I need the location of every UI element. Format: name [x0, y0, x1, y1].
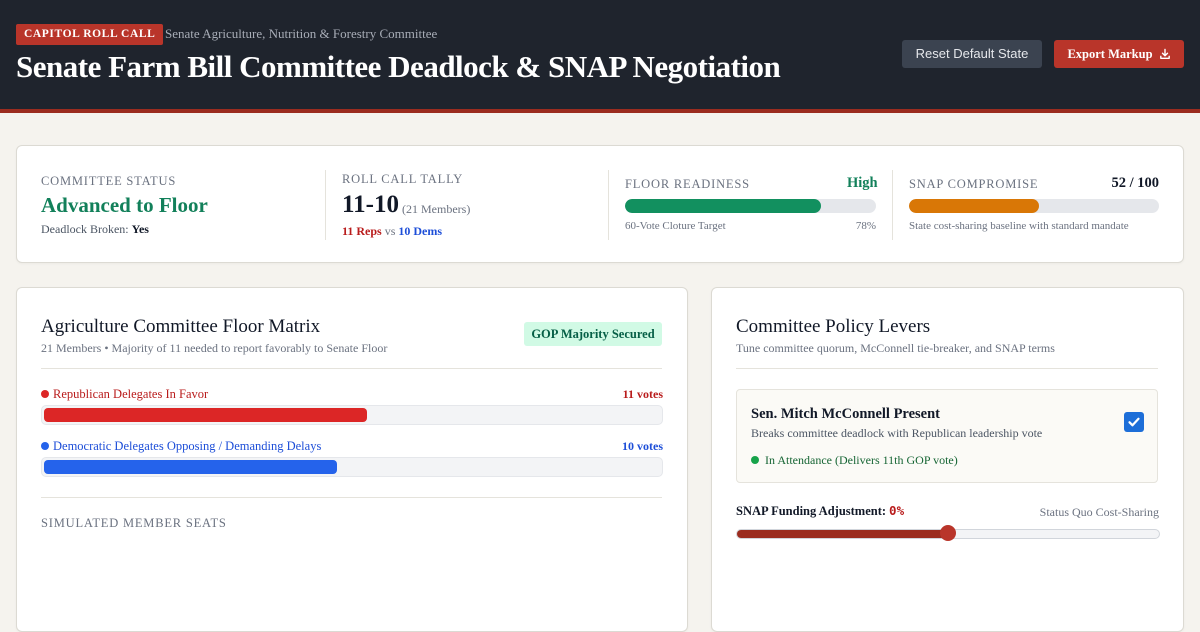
democratic-vote-bar	[41, 457, 663, 477]
status-summary-card: COMMITTEE STATUS Advanced to Floor Deadl…	[16, 145, 1184, 263]
snap-adjustment-value: 0%	[889, 503, 905, 518]
brand-badge: CAPITOL ROLL CALL	[16, 24, 164, 45]
mcconnell-present-checkbox[interactable]	[1124, 412, 1144, 432]
floor-matrix-subtitle: 21 Members • Majority of 11 needed to re…	[41, 341, 388, 355]
floor-readiness-label: FLOOR READINESS	[625, 177, 750, 191]
committee-status-value: Advanced to Floor	[41, 193, 208, 217]
snap-compromise-label: SNAP COMPROMISE	[909, 177, 1039, 191]
attendance-status: In Attendance (Delivers 11th GOP vote)	[751, 452, 958, 468]
vs-text: vs	[384, 224, 396, 238]
cloture-target-caption: 60-Vote Cloture Target	[625, 220, 726, 232]
attendance-text: In Attendance (Delivers 11th GOP vote)	[765, 453, 958, 467]
deadlock-status: Deadlock Broken: Yes	[41, 221, 149, 237]
democratic-label-text: Democratic Delegates Opposing / Demandin…	[53, 439, 322, 453]
floor-readiness-percent: 78%	[855, 220, 876, 232]
republican-label-text: Republican Delegates In Favor	[53, 387, 209, 401]
democratic-vote-fill	[44, 460, 337, 474]
dems-count: 10 Dems	[398, 224, 443, 238]
democratic-votes-label: Democratic Delegates Opposing / Demandin…	[41, 438, 321, 454]
export-markup-button[interactable]: Export Markup	[1054, 40, 1184, 68]
divider	[41, 368, 662, 369]
deadlock-value: Yes	[131, 222, 149, 236]
snap-funding-slider[interactable]	[736, 525, 1160, 541]
republican-votes-label: Republican Delegates In Favor	[41, 386, 208, 402]
divider	[736, 368, 1158, 369]
roll-call-tally-value: 11-10	[342, 191, 399, 218]
reps-count: 11 Reps	[342, 224, 382, 238]
download-icon	[1159, 48, 1170, 59]
floor-readiness-fill	[625, 199, 821, 213]
policy-levers-title: Committee Policy Levers	[736, 316, 931, 337]
policy-levers-subtitle: Tune committee quorum, McConnell tie-bre…	[736, 341, 1055, 355]
checkmark-icon	[1128, 417, 1140, 427]
mcconnell-present-label: Sen. Mitch McConnell Present	[751, 406, 941, 422]
republican-dot-icon	[41, 390, 49, 398]
simulated-member-seats-heading: SIMULATED MEMBER SEATS	[41, 516, 227, 530]
mcconnell-description: Breaks committee deadlock with Republica…	[751, 426, 1043, 440]
republican-vote-fill	[44, 408, 367, 422]
snap-compromise-score: 52 / 100	[1111, 175, 1159, 191]
floor-readiness-value: High	[847, 175, 878, 191]
snap-compromise-bar	[909, 199, 1159, 213]
democratic-dot-icon	[41, 442, 49, 450]
floor-readiness-bar	[625, 199, 876, 213]
democratic-vote-count: 10 votes	[622, 439, 663, 453]
gop-majority-badge: GOP Majority Secured	[524, 322, 662, 346]
snap-adjustment-status: Status Quo Cost-Sharing	[1039, 505, 1159, 519]
app-header: CAPITOL ROLL CALL Senate Agriculture, Nu…	[0, 0, 1200, 113]
slider-thumb[interactable]	[940, 525, 956, 541]
divider	[608, 170, 609, 240]
party-split: 11 Reps vs 10 Dems	[342, 223, 442, 239]
slider-fill	[737, 530, 948, 538]
floor-matrix-title: Agriculture Committee Floor Matrix	[41, 316, 321, 337]
divider	[892, 170, 893, 240]
divider	[41, 497, 662, 498]
roll-call-tally-label: ROLL CALL TALLY	[342, 172, 464, 186]
republican-vote-bar	[41, 405, 663, 425]
committee-name: Senate Agriculture, Nutrition & Forestry…	[165, 26, 438, 41]
snap-funding-adjustment-label: SNAP Funding Adjustment: 0%	[736, 503, 904, 519]
committee-status-label: COMMITTEE STATUS	[41, 174, 177, 188]
republican-vote-count: 11 votes	[622, 387, 663, 401]
snap-adjustment-label-text: SNAP Funding Adjustment:	[736, 504, 887, 518]
export-button-label: Export Markup	[1067, 47, 1153, 61]
page-title: Senate Farm Bill Committee Deadlock & SN…	[16, 49, 781, 84]
tally-members: (21 Members)	[402, 202, 471, 216]
floor-matrix-panel: Agriculture Committee Floor Matrix 21 Me…	[16, 287, 688, 632]
mcconnell-lever-card: Sen. Mitch McConnell Present Breaks comm…	[736, 389, 1158, 483]
policy-levers-panel: Committee Policy Levers Tune committee q…	[711, 287, 1184, 632]
deadlock-label: Deadlock Broken:	[41, 222, 129, 236]
status-dot-icon	[751, 456, 759, 464]
snap-compromise-caption: State cost-sharing baseline with standar…	[909, 220, 1129, 232]
divider	[325, 170, 326, 240]
snap-compromise-fill	[909, 199, 1039, 213]
reset-default-state-button[interactable]: Reset Default State	[902, 40, 1042, 68]
